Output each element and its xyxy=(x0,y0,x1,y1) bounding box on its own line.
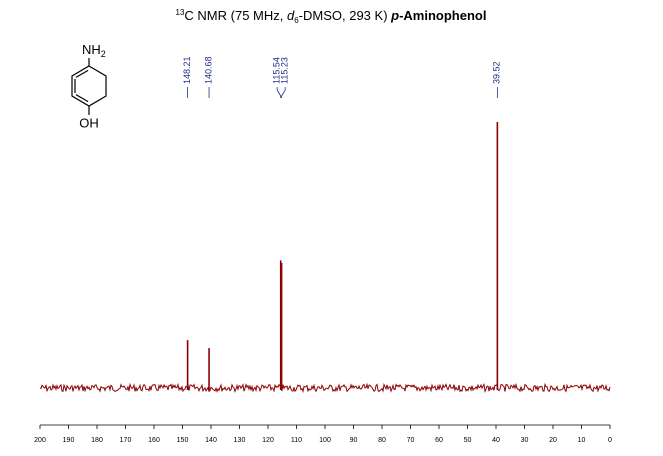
x-tick-label: 160 xyxy=(148,437,160,444)
x-tick-label: 90 xyxy=(350,437,358,444)
x-tick-label: 170 xyxy=(120,437,132,444)
title-superscript: 13 xyxy=(176,8,185,17)
title-text: -Aminophenol xyxy=(399,8,486,23)
x-tick-label: 70 xyxy=(407,437,415,444)
amine-label: NH2 xyxy=(82,42,106,59)
peak-label: 115.23 xyxy=(280,57,290,84)
x-tick-label: 60 xyxy=(435,437,443,444)
x-tick-label: 200 xyxy=(34,437,46,444)
x-tick-label: 140 xyxy=(205,437,217,444)
peak-label-leader xyxy=(281,87,286,98)
x-tick-label: 10 xyxy=(578,437,586,444)
peak-label: 39.52 xyxy=(492,61,502,84)
x-tick-label: 40 xyxy=(492,437,500,444)
title-text: -DMSO, 293 K) xyxy=(299,8,391,23)
peak-label-leader xyxy=(276,87,282,98)
x-tick-label: 190 xyxy=(63,437,75,444)
x-tick-label: 80 xyxy=(378,437,386,444)
title-text: d xyxy=(287,8,295,23)
structure xyxy=(71,58,107,115)
x-tick-label: 100 xyxy=(319,437,331,444)
x-tick-label: 130 xyxy=(234,437,246,444)
x-tick-label: 180 xyxy=(91,437,103,444)
x-tick-label: 20 xyxy=(549,437,557,444)
x-tick-label: 50 xyxy=(464,437,472,444)
title-text: C NMR (75 MHz, xyxy=(184,8,287,23)
chart-title: 13C NMR (75 MHz, d6-DMSO, 293 K) p-Amino… xyxy=(176,8,487,25)
peak-label: 140.68 xyxy=(203,56,213,84)
x-tick-label: 120 xyxy=(262,437,274,444)
peak-label: 115.54 xyxy=(272,57,282,84)
x-tick-label: 0 xyxy=(608,437,612,444)
x-tick-label: 150 xyxy=(177,437,189,444)
hydroxyl-label: OH xyxy=(79,115,99,130)
title-subscript: 6 xyxy=(294,16,299,25)
x-tick-label: 110 xyxy=(291,437,302,444)
x-tick-label: 30 xyxy=(521,437,529,444)
double-bond xyxy=(75,69,89,78)
peak-label: 148.21 xyxy=(182,56,192,84)
title-text: p xyxy=(390,8,399,23)
double-bond xyxy=(75,94,89,103)
baseline-noise xyxy=(39,382,611,394)
benzene-ring xyxy=(71,65,107,107)
amine-text: NH xyxy=(82,42,101,57)
amine-subscript: 2 xyxy=(101,49,106,59)
